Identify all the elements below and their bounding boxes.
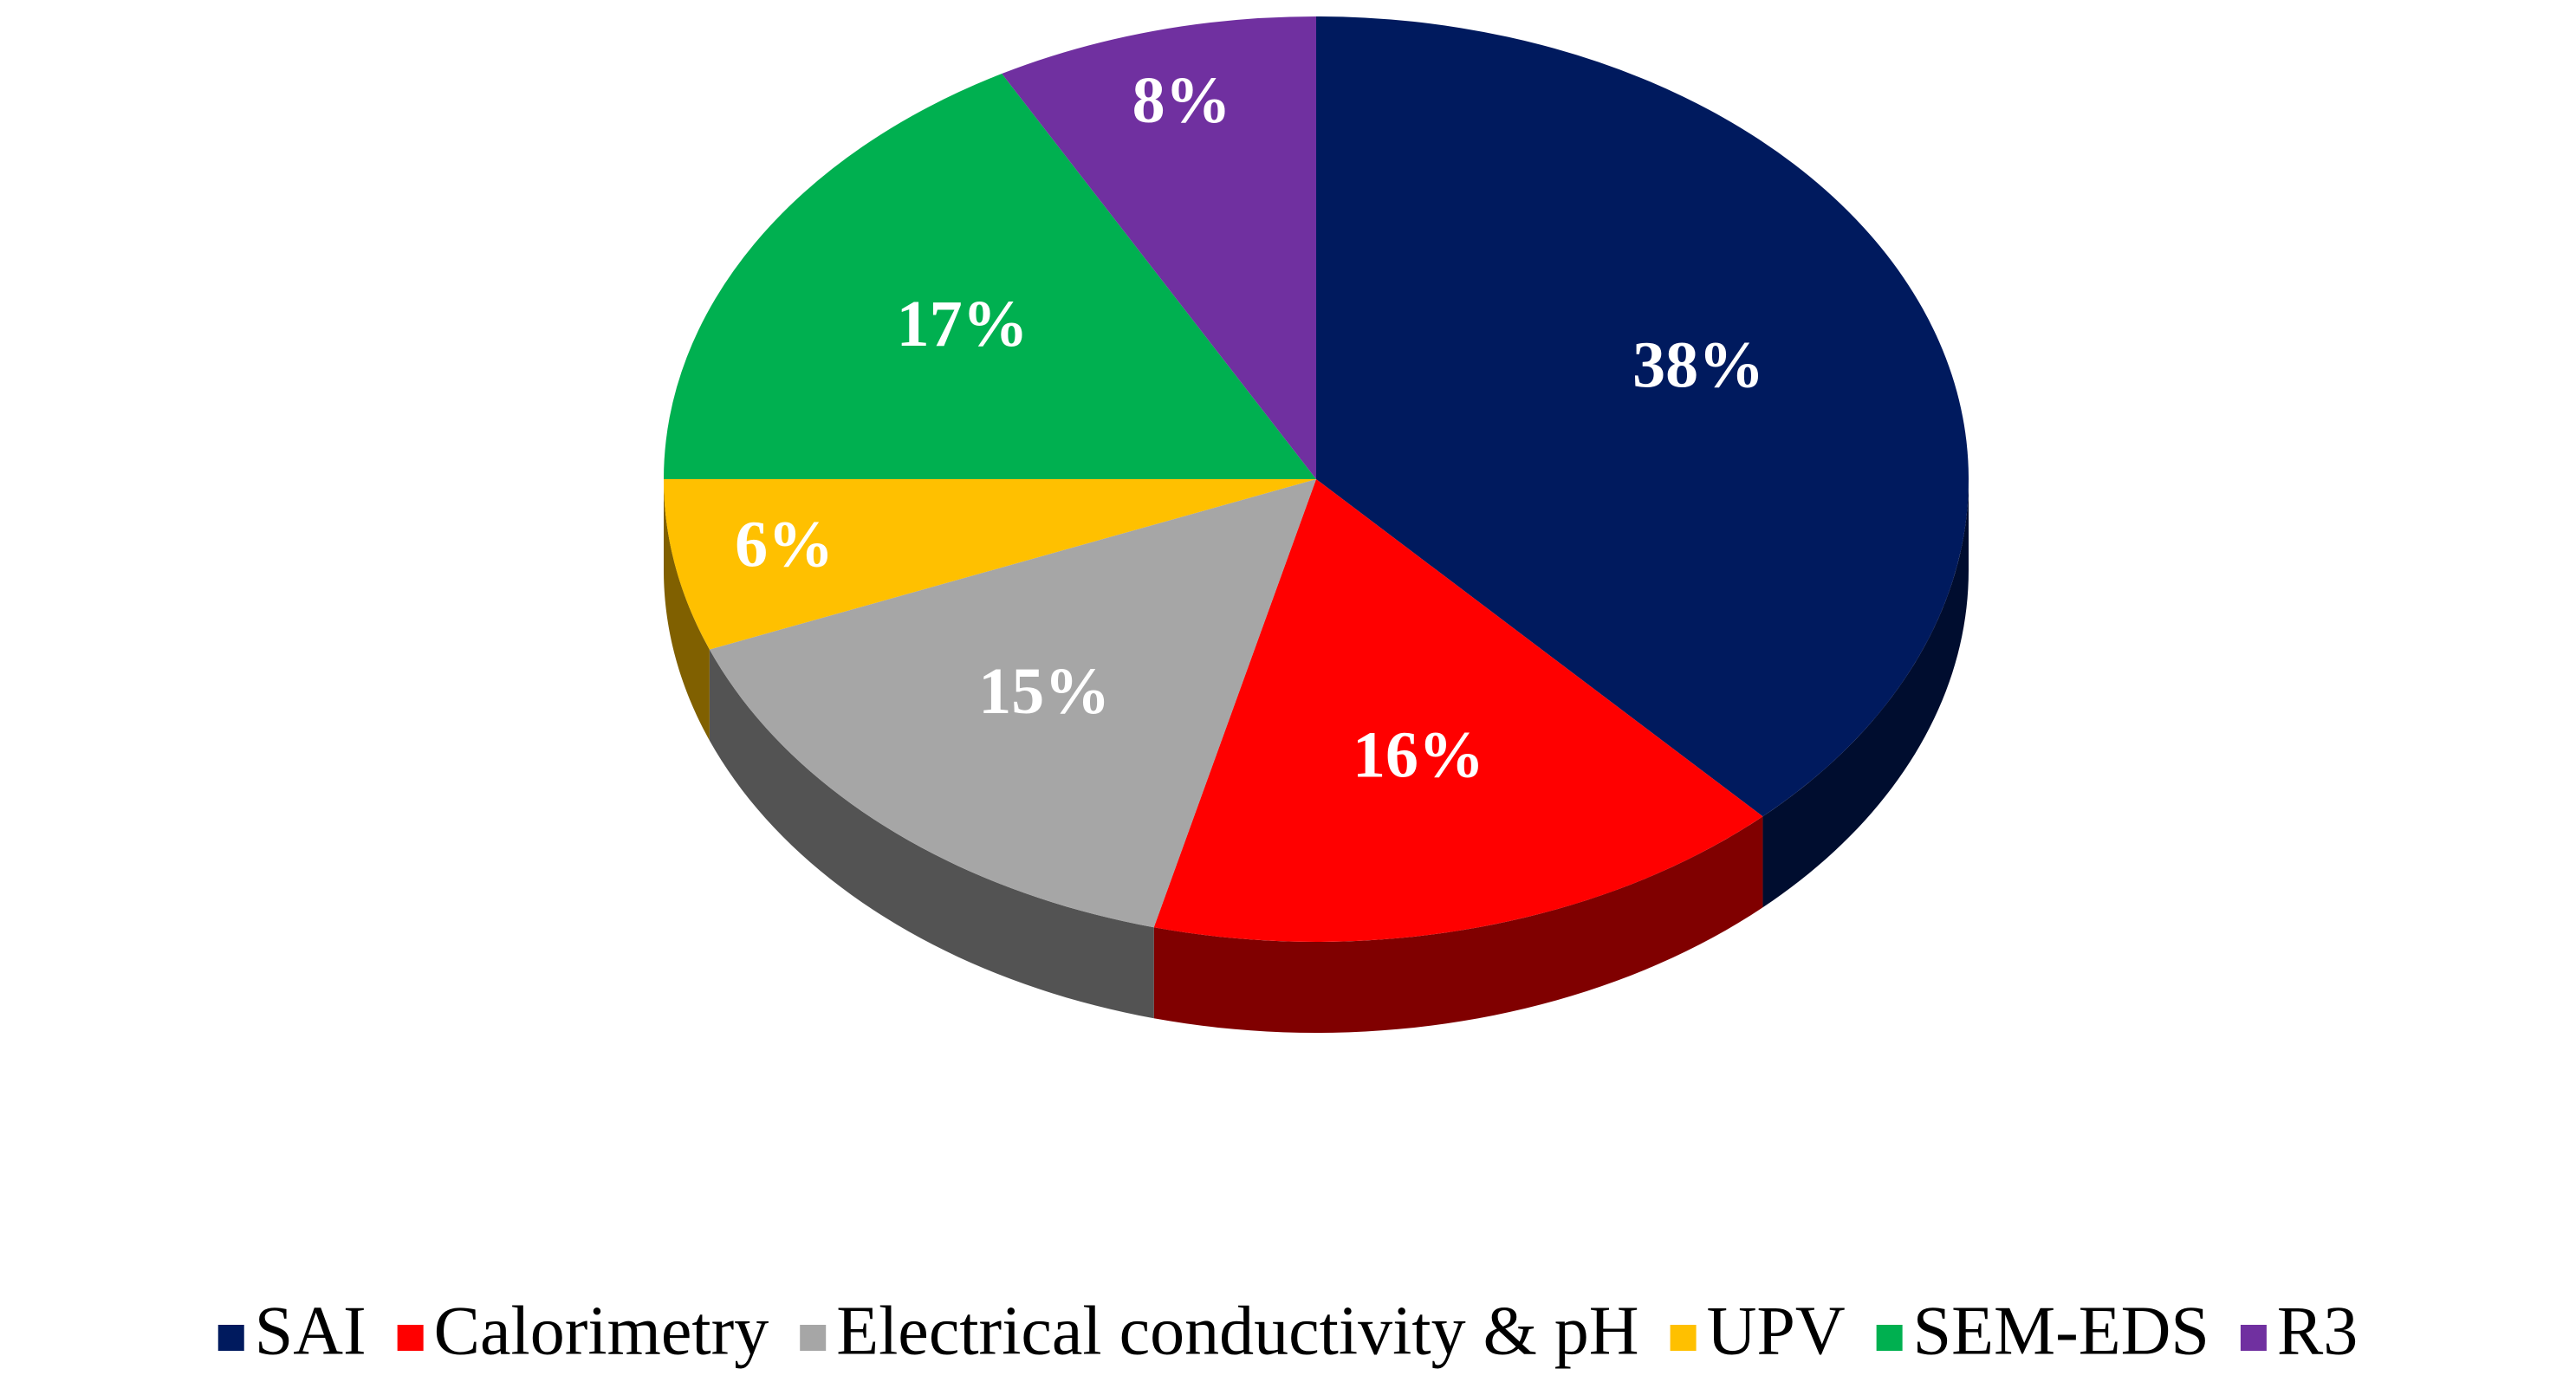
slice-side	[1153, 816, 1763, 1033]
slice-side	[664, 479, 710, 741]
legend-label: UPV	[1707, 1293, 1846, 1369]
slice-side	[1762, 479, 1969, 908]
legend-label: SAI	[255, 1293, 367, 1369]
legend: SAI Calorimetry Electrical conductivity & …	[217, 1293, 2358, 1369]
data-label: 15%	[978, 655, 1110, 728]
legend-swatch	[397, 1325, 424, 1351]
slice	[709, 479, 1316, 928]
legend-swatch	[1876, 1325, 1903, 1351]
legend-label: Calorimetry	[434, 1293, 769, 1369]
legend-swatch	[217, 1325, 244, 1351]
data-label: 8%	[1132, 64, 1231, 137]
slice	[1153, 479, 1763, 942]
slice	[664, 74, 1316, 479]
slice	[664, 479, 1316, 650]
legend-label: R3	[2277, 1293, 2358, 1369]
slice	[1316, 16, 1969, 817]
data-label: 38%	[1632, 329, 1764, 402]
data-label: 6%	[735, 508, 834, 581]
legend-label: Electrical conductivity & pH	[836, 1293, 1638, 1369]
data-label: 17%	[897, 288, 1028, 360]
slice-side	[709, 649, 1154, 1019]
legend-label: SEM-EDS	[1913, 1293, 2209, 1369]
pie-sides	[664, 479, 1969, 1033]
slice	[1002, 16, 1316, 479]
data-label: 16%	[1353, 718, 1484, 791]
legend-swatch	[800, 1325, 827, 1351]
legend-swatch	[1670, 1325, 1697, 1351]
legend-swatch	[2240, 1325, 2267, 1351]
